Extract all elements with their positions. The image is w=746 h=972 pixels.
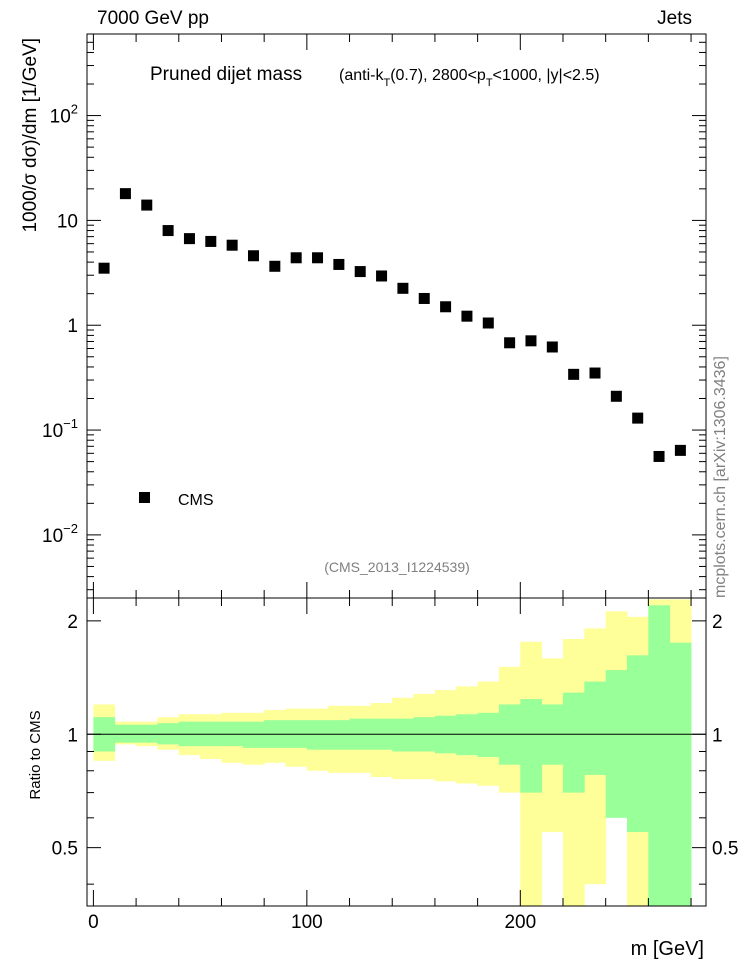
main-frame-rect (86, 33, 707, 599)
plot-title: Pruned dijet mass (150, 64, 302, 85)
ratio-y-tick-label-left: 1 (67, 725, 78, 746)
x-tick-label: 200 (504, 912, 536, 933)
data-point (589, 367, 601, 379)
y-tick-label: 10−2 (42, 521, 78, 547)
ratio-plot-frame (86, 597, 707, 907)
data-point (610, 390, 622, 402)
data-point (440, 301, 452, 313)
data-point (205, 235, 217, 247)
y-tick-label: 1 (67, 316, 78, 337)
header-left: 7000 GeV pp (97, 8, 209, 29)
data-point (418, 292, 430, 304)
ratio-plot-axes: 0.5 0.5 1 1 2 2 0 100 200 (52, 598, 738, 933)
band-stat-bin (306, 720, 329, 750)
ratio-y-axis-label: Ratio to CMS (27, 710, 44, 799)
band-stat-bin (520, 699, 543, 793)
side-label: mcplots.cern.ch [arXiv:1306.3436] (712, 356, 729, 598)
data-point (269, 260, 281, 272)
band-stat-bin (136, 724, 158, 743)
ratio-y-tick-label-right: 0.5 (712, 839, 738, 860)
data-point (546, 341, 558, 353)
data-point (290, 252, 302, 264)
data-point (141, 199, 153, 211)
ratio-y-tick-label-left: 0.5 (52, 839, 78, 860)
ratio-frame-rect (86, 597, 707, 907)
data-point (247, 250, 259, 262)
band-stat-bin (584, 681, 607, 775)
legend-label: CMS (178, 492, 214, 509)
main-plot-points (98, 188, 686, 462)
band-stat-bin (242, 721, 265, 748)
data-point (653, 450, 665, 462)
header-right: Jets (657, 8, 692, 29)
data-point (333, 258, 345, 270)
ratio-uncertainty-bands (87, 599, 706, 906)
main-plot-axes: 102 10 1 10−1 10−2 (42, 33, 706, 598)
y-tick-label: 10−1 (42, 416, 78, 442)
data-point (632, 412, 644, 424)
data-point (162, 225, 174, 237)
band-stat-bin (669, 642, 692, 906)
data-point (504, 337, 516, 349)
data-point (119, 188, 131, 200)
ratio-y-tick-label-left: 2 (67, 612, 78, 633)
x-tick-label: 100 (291, 912, 323, 933)
data-point (354, 266, 366, 278)
y-tick-label: 102 (50, 102, 78, 128)
data-point (376, 270, 388, 282)
band-stat-bin (392, 718, 414, 752)
band-stat-bin (605, 670, 628, 818)
ratio-y-tick-label-right: 1 (712, 725, 723, 746)
data-point (98, 262, 110, 274)
band-stat-bin (627, 655, 649, 833)
y-axis-label: 1000/σ dσ)/dm [1/GeV] (20, 38, 41, 233)
plot-subtitle: (anti-kT(0.7), 2800<pT<1000, |y|<2.5) (339, 67, 600, 89)
data-point (461, 310, 473, 322)
data-point (183, 233, 195, 245)
analysis-id: (CMS_2013_I1224539) (324, 559, 470, 575)
data-point (568, 368, 580, 380)
x-axis-label: m [GeV] (631, 938, 704, 960)
ratio-y-tick-label-right: 2 (712, 612, 723, 633)
band-stat-bin (477, 712, 500, 758)
data-point (525, 335, 537, 347)
band-stat-bin (328, 720, 350, 750)
data-point (312, 252, 324, 264)
data-point (226, 239, 238, 251)
data-point (674, 444, 686, 456)
y-tick-label: 10 (57, 211, 78, 232)
band-stat-bin (648, 605, 671, 906)
legend-marker (139, 492, 150, 503)
data-point (482, 317, 494, 329)
band-stat-bin (114, 724, 137, 743)
main-plot-frame (86, 33, 707, 599)
x-tick-label: 0 (88, 912, 99, 933)
data-point (397, 282, 409, 294)
band-stat-bin (562, 692, 585, 793)
